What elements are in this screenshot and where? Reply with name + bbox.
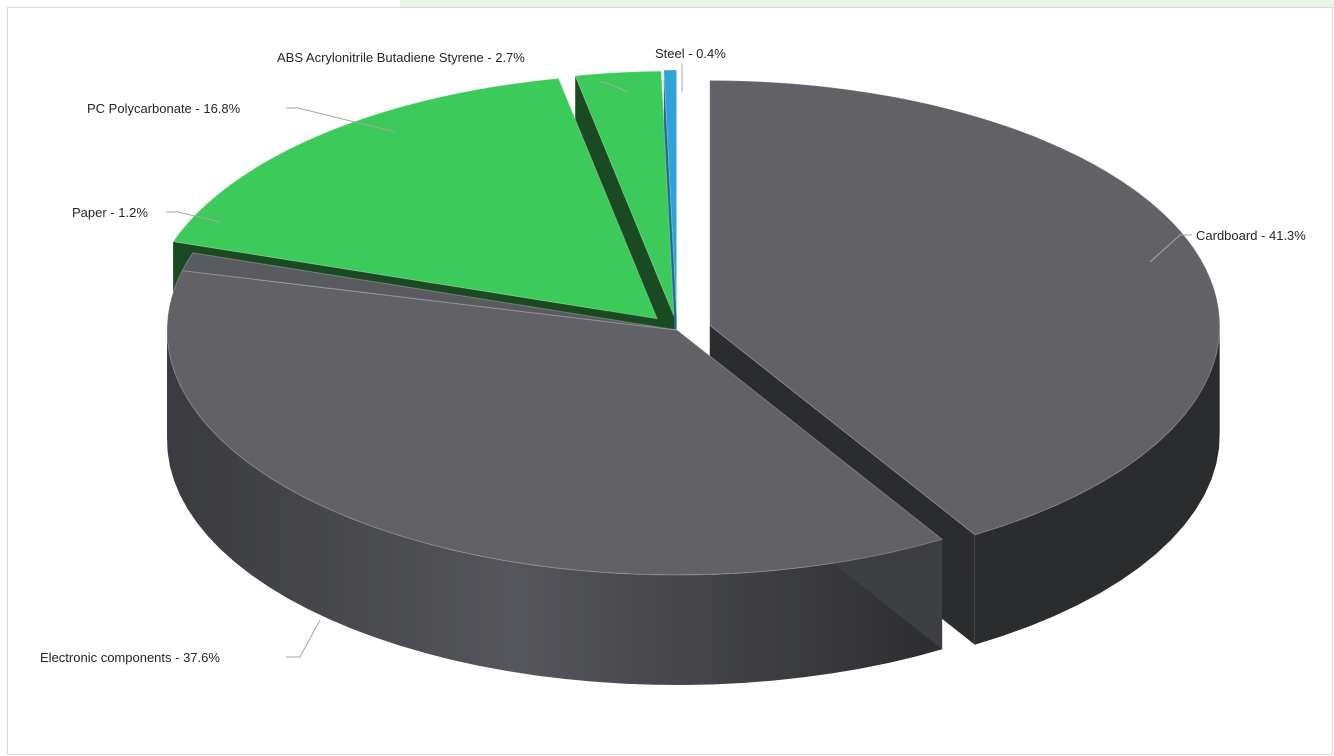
data-label-pc: PC Polycarbonate - 16.8% <box>87 101 241 116</box>
slice-pc <box>172 77 658 320</box>
data-label-steel: Steel - 0.4% <box>655 46 726 61</box>
slice-steel <box>663 69 678 316</box>
slice-side-cardboard <box>974 322 1220 645</box>
slice-abs <box>574 70 675 317</box>
leader-line-pc <box>286 107 396 133</box>
slice-side-electronic <box>167 327 943 685</box>
leader-line-paper <box>166 211 221 223</box>
leader-line-cardboard <box>1149 234 1192 263</box>
leader-line-abs <box>600 81 629 93</box>
data-label-cardboard: Cardboard - 41.3% <box>1196 228 1306 243</box>
slice-electronic <box>166 270 944 576</box>
data-label-abs: ABS Acrylonitrile Butadiene Styrene - 2.… <box>277 50 525 65</box>
data-label-electronic: Electronic components - 37.6% <box>40 650 220 665</box>
slice-cardboard <box>709 79 1221 536</box>
slice-paper <box>181 252 678 331</box>
data-label-paper: Paper - 1.2% <box>72 205 148 220</box>
leader-line-electronic <box>286 619 321 658</box>
